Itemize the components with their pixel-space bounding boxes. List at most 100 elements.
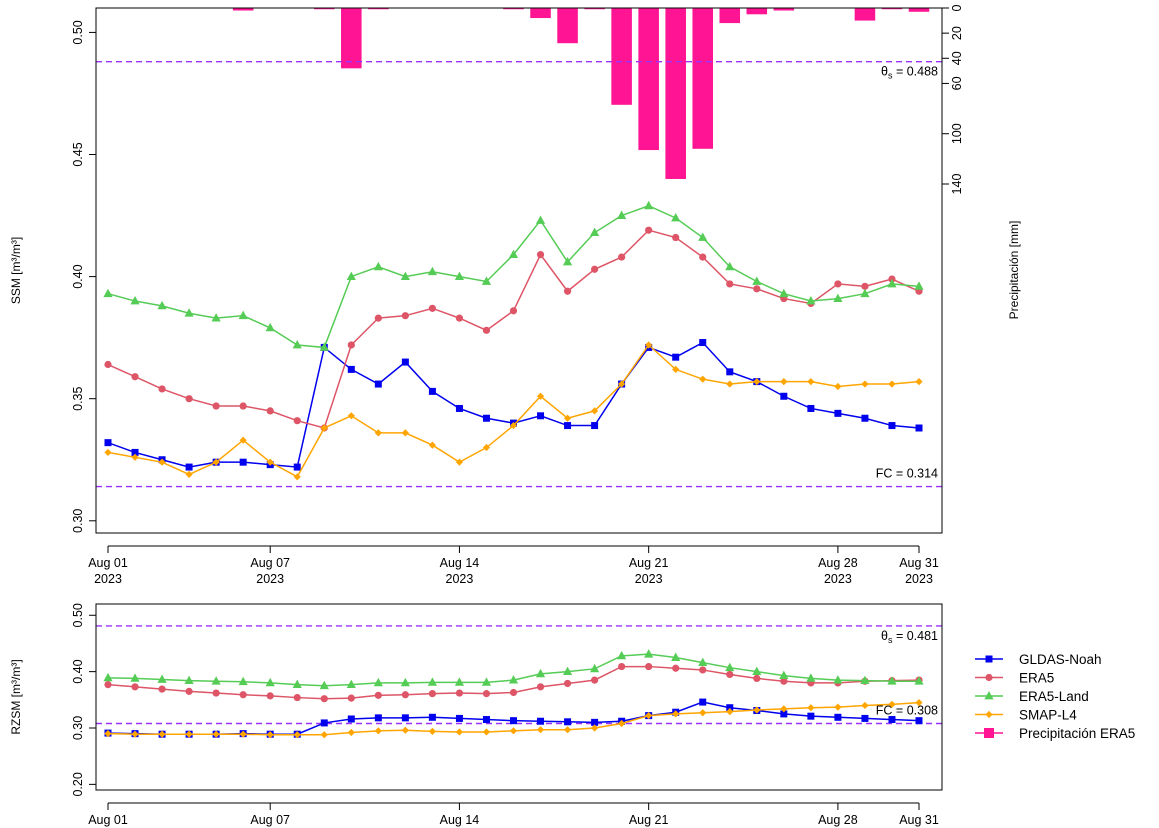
data-point — [887, 278, 897, 288]
data-point — [482, 443, 491, 452]
data-point — [780, 378, 788, 386]
data-point — [671, 652, 681, 661]
data-point — [861, 714, 869, 722]
data-point — [104, 681, 112, 689]
data-point — [563, 726, 572, 734]
data-point — [591, 724, 599, 732]
precip-bar — [368, 8, 389, 10]
data-point — [644, 200, 654, 210]
data-point — [535, 668, 546, 678]
data-point — [401, 726, 409, 734]
reference-line-label: θs = 0.481 — [881, 629, 938, 645]
data-point — [644, 649, 654, 658]
y-tick-label: 0.30 — [71, 716, 85, 740]
data-point — [672, 710, 680, 718]
data-point — [834, 713, 842, 721]
data-point — [265, 677, 275, 687]
data-point — [780, 392, 788, 400]
y-tick-label: 0.30 — [71, 509, 85, 533]
data-point — [319, 342, 329, 351]
data-point — [509, 727, 518, 735]
data-point — [888, 422, 896, 430]
data-point — [320, 719, 328, 727]
precip-bar — [854, 8, 876, 21]
precip-bar — [746, 8, 768, 15]
precip-bar — [557, 8, 578, 44]
data-point — [265, 322, 275, 332]
precip-bar — [584, 8, 605, 10]
data-point — [211, 676, 221, 685]
data-point — [293, 693, 301, 702]
x-tick-year-label: 2023 — [635, 572, 663, 586]
x-tick-label: Aug 07 — [250, 813, 290, 827]
data-point — [455, 404, 463, 412]
data-point — [726, 368, 734, 376]
data-point — [482, 728, 491, 736]
data-point — [672, 353, 680, 361]
data-point — [861, 282, 869, 290]
data-point — [726, 704, 734, 712]
data-point — [319, 680, 329, 690]
y2-tick-label: 60 — [950, 76, 964, 90]
data-point — [618, 719, 626, 728]
data-point — [239, 402, 247, 410]
data-point — [131, 448, 139, 456]
data-point — [482, 326, 491, 334]
data-point — [292, 679, 302, 688]
data-point — [158, 730, 166, 738]
legend-swatch — [984, 728, 994, 738]
data-point — [158, 685, 166, 693]
data-point — [454, 271, 465, 281]
x-tick-label: Aug 31 — [899, 813, 939, 827]
data-point — [807, 404, 815, 412]
data-point — [320, 424, 328, 432]
data-point — [753, 285, 761, 293]
data-point — [834, 703, 842, 711]
data-point — [103, 288, 113, 298]
data-point — [347, 412, 355, 420]
data-point — [915, 424, 923, 432]
y2-tick-label: 20 — [950, 26, 964, 40]
precip-bar — [638, 8, 659, 151]
data-point — [320, 695, 328, 703]
data-point — [860, 675, 870, 685]
data-point — [428, 727, 436, 735]
data-point — [509, 688, 518, 697]
y-tick-label: 0.50 — [71, 20, 85, 44]
data-point — [104, 730, 112, 738]
data-point — [645, 662, 653, 671]
data-point — [806, 673, 816, 682]
data-point — [563, 679, 572, 688]
data-point — [401, 691, 409, 699]
data-point — [428, 690, 436, 698]
data-point — [428, 441, 436, 449]
data-point — [779, 670, 789, 679]
data-point — [212, 730, 220, 738]
data-point — [807, 712, 815, 720]
y-tick-label: 0.40 — [71, 659, 85, 683]
data-point — [185, 687, 193, 695]
series-line-gldas-noah — [107, 341, 920, 468]
data-point — [672, 664, 680, 672]
precip-bar — [611, 8, 632, 105]
reference-line-label-symbol: θ — [881, 65, 888, 79]
data-point — [374, 691, 382, 699]
data-point — [185, 470, 193, 478]
data-point — [508, 249, 519, 259]
x-tick-label: Aug 28 — [818, 813, 858, 827]
data-point — [562, 666, 573, 676]
data-point — [427, 677, 437, 686]
series-line-era5 — [107, 229, 920, 429]
data-point — [104, 360, 112, 369]
data-point — [915, 378, 923, 386]
data-point — [130, 296, 140, 305]
series-line-smap-l4 — [107, 343, 920, 478]
data-point — [699, 339, 707, 347]
precip-bar — [232, 8, 254, 11]
data-point — [509, 421, 518, 430]
data-point — [103, 672, 113, 682]
data-point — [914, 281, 924, 290]
data-point — [590, 663, 600, 673]
data-point — [427, 266, 437, 276]
data-point — [807, 704, 815, 712]
